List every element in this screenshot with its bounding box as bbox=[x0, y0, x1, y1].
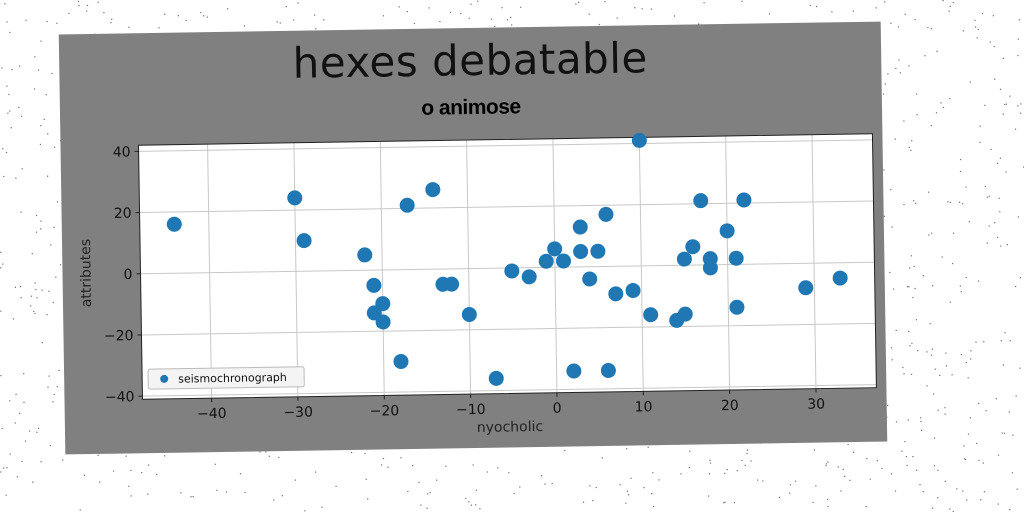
y-axis-label: attributes bbox=[78, 239, 95, 308]
data-point bbox=[521, 269, 537, 285]
grid-line-x bbox=[811, 134, 817, 389]
x-tick-label: −40 bbox=[197, 406, 227, 422]
x-tick-label: 0 bbox=[553, 401, 562, 417]
scatter-plot: −40 −30 −20 −10 0 10 20 30 −40 −20 0 20 40 nyocholic a… bbox=[78, 132, 877, 436]
data-point bbox=[296, 233, 312, 249]
x-tick-label: −30 bbox=[283, 405, 313, 421]
x-tick-label: 30 bbox=[807, 396, 825, 412]
data-point bbox=[573, 244, 589, 260]
legend-label: seismochronograph bbox=[178, 371, 287, 386]
data-point bbox=[719, 223, 735, 239]
data-point bbox=[600, 362, 616, 378]
grid-line-x bbox=[638, 137, 644, 392]
data-point bbox=[702, 260, 718, 276]
data-point bbox=[556, 253, 572, 269]
y-tick-label: −20 bbox=[104, 328, 134, 344]
data-point bbox=[572, 219, 588, 235]
data-point bbox=[287, 190, 303, 206]
data-point bbox=[631, 132, 647, 148]
data-point bbox=[729, 299, 745, 315]
data-point bbox=[375, 314, 391, 330]
grid-line-x bbox=[293, 142, 299, 397]
data-point bbox=[832, 270, 848, 286]
data-point bbox=[366, 277, 382, 293]
x-tick-label: 20 bbox=[721, 398, 739, 414]
data-point bbox=[166, 216, 182, 232]
data-point bbox=[693, 193, 709, 209]
legend-box bbox=[147, 366, 305, 390]
x-axis-label: nyocholic bbox=[477, 419, 544, 436]
data-point bbox=[538, 253, 554, 269]
grid-line-y bbox=[141, 322, 876, 336]
x-tick-label: −20 bbox=[370, 403, 400, 419]
data-point bbox=[488, 370, 504, 386]
data-point bbox=[444, 276, 460, 292]
y-tick-label: 40 bbox=[113, 144, 131, 160]
data-point bbox=[375, 296, 391, 312]
legend-marker bbox=[160, 374, 169, 383]
grid-line-y bbox=[139, 200, 874, 214]
chart-figure: hexes debatable o animose −40 −30 −20 −10 0 1… bbox=[58, 21, 888, 455]
data-point bbox=[425, 182, 441, 198]
grid-line-x bbox=[379, 141, 385, 396]
grid-line-x bbox=[207, 144, 213, 399]
x-tick-label: 10 bbox=[634, 399, 652, 415]
data-point bbox=[798, 280, 814, 296]
data-point bbox=[393, 353, 409, 369]
data-point bbox=[608, 286, 624, 302]
data-point bbox=[598, 206, 614, 222]
plot-frame bbox=[137, 133, 877, 400]
data-point bbox=[736, 192, 752, 208]
data-point bbox=[357, 247, 373, 263]
data-point bbox=[685, 239, 701, 255]
y-tick-label: −40 bbox=[105, 389, 135, 405]
data-point bbox=[643, 307, 659, 323]
data-point bbox=[676, 251, 692, 267]
grid-line-x bbox=[725, 136, 731, 390]
data-point bbox=[677, 306, 693, 322]
grid-line-y bbox=[142, 384, 877, 397]
grid-line-x bbox=[466, 140, 472, 395]
x-tick-label: −10 bbox=[456, 402, 486, 418]
data-point bbox=[566, 363, 582, 379]
data-point bbox=[625, 283, 641, 299]
data-point bbox=[461, 307, 477, 323]
data-point bbox=[504, 263, 520, 279]
y-tick-label: 20 bbox=[114, 206, 132, 222]
grid-line-x bbox=[552, 138, 558, 393]
data-point bbox=[399, 197, 415, 213]
data-point bbox=[547, 241, 563, 257]
grid-line-y bbox=[138, 139, 873, 152]
y-tick-label: 0 bbox=[123, 267, 132, 283]
data-point bbox=[728, 250, 744, 266]
data-point bbox=[582, 271, 598, 287]
data-point bbox=[590, 243, 606, 259]
